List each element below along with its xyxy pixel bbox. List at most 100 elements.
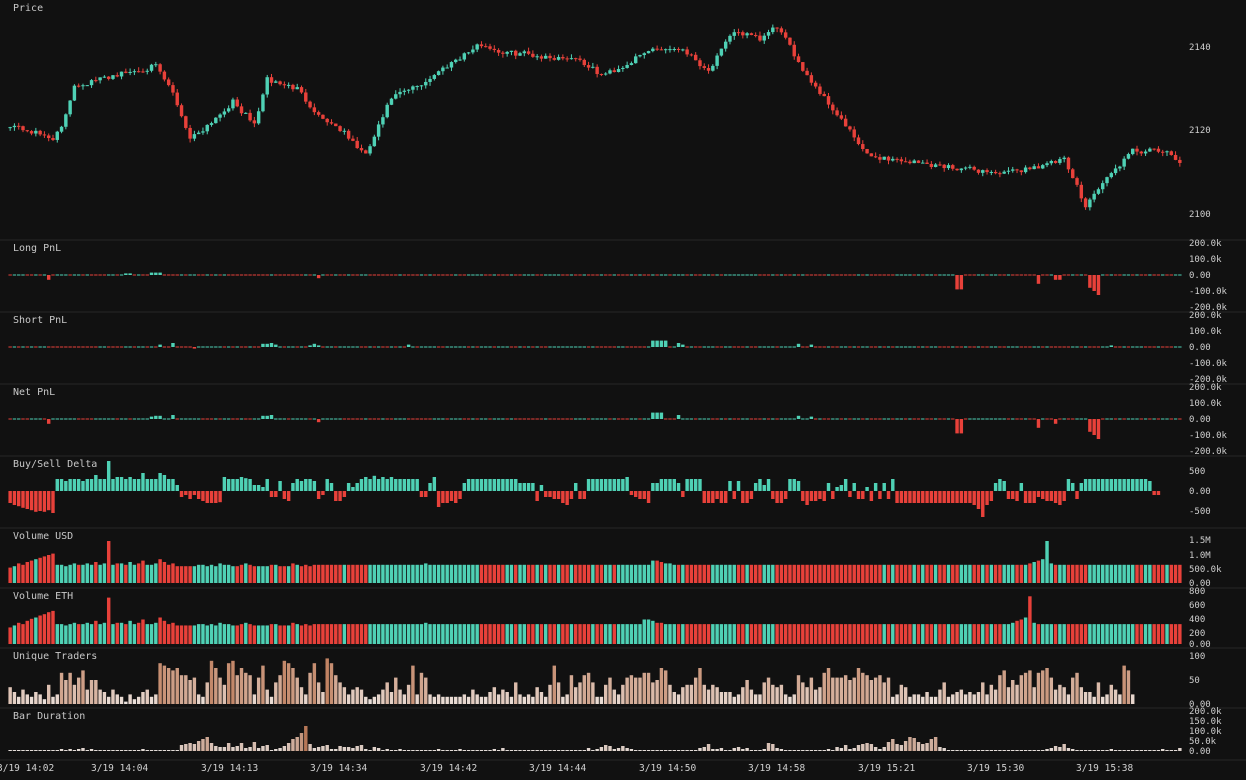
pnl-bar xyxy=(205,274,209,276)
pnl-bar xyxy=(42,346,47,348)
delta-bar xyxy=(886,491,891,499)
pnl-bar xyxy=(252,274,257,276)
traders-bar xyxy=(1131,694,1135,704)
volume-bar xyxy=(526,564,531,583)
duration-bar xyxy=(1071,749,1075,751)
pnl-bar xyxy=(269,274,274,276)
delta-bar xyxy=(514,479,518,491)
delta-bar xyxy=(128,477,132,491)
pnl-bar xyxy=(385,346,389,348)
volume-bar xyxy=(492,564,497,583)
pnl-bar xyxy=(569,346,574,348)
volume-bar xyxy=(291,622,295,644)
volume-bar xyxy=(334,564,338,583)
duration-bar xyxy=(612,749,616,751)
pnl-bar xyxy=(286,418,291,420)
volume-bar xyxy=(364,624,368,644)
traders-bar xyxy=(775,687,779,704)
pnl-bar xyxy=(411,274,415,276)
volume-bar xyxy=(736,624,741,644)
delta-bar xyxy=(728,481,732,491)
delta-bar xyxy=(132,479,137,491)
volume-bar xyxy=(951,564,955,583)
pnl-bar xyxy=(488,346,492,348)
volume-bar xyxy=(64,566,68,583)
pnl-bar xyxy=(214,346,218,348)
traders-bar xyxy=(951,694,955,704)
traders-bar xyxy=(565,694,569,704)
candle-body xyxy=(445,67,449,69)
duration-bar xyxy=(81,748,85,751)
duration-bar xyxy=(531,750,535,751)
traders-bar xyxy=(145,689,149,704)
volume-bar xyxy=(34,559,38,583)
delta-bar xyxy=(672,479,676,491)
pnl-bar xyxy=(826,418,831,420)
pnl-bar xyxy=(1169,274,1174,276)
pnl-bar xyxy=(805,274,809,276)
pnl-bar xyxy=(205,418,209,420)
delta-bar xyxy=(94,475,98,491)
duration-bar xyxy=(64,750,68,751)
candle-body xyxy=(441,67,445,72)
pnl-bar xyxy=(205,346,209,348)
pnl-bar xyxy=(329,346,334,348)
duration-bar xyxy=(861,744,865,751)
volume-bar xyxy=(989,564,994,583)
traders-bar xyxy=(852,677,856,704)
pnl-bar xyxy=(505,346,509,348)
candle-body xyxy=(741,32,745,36)
volume-bar xyxy=(389,564,394,583)
volume-bar xyxy=(796,624,801,644)
delta-bar xyxy=(1053,491,1058,503)
volume-bar xyxy=(556,564,561,583)
volume-bar xyxy=(972,564,976,583)
duration-bar xyxy=(509,750,514,751)
pnl-bar xyxy=(916,274,921,276)
pnl-bar xyxy=(655,340,659,347)
volume-bar xyxy=(128,562,132,583)
pnl-bar xyxy=(843,346,848,348)
pnl-bar xyxy=(291,346,295,348)
pnl-bar xyxy=(959,346,964,348)
candle-body xyxy=(188,127,192,139)
candle-body xyxy=(813,82,818,87)
pnl-bar xyxy=(308,345,312,347)
volume-bar xyxy=(1066,624,1071,644)
volume-bar xyxy=(535,564,539,583)
volume-bar xyxy=(12,625,17,644)
delta-bar xyxy=(76,479,81,491)
volume-bar xyxy=(1079,564,1084,583)
delta-bar xyxy=(46,491,51,511)
candle-body xyxy=(659,49,664,51)
volume-bar xyxy=(822,564,826,583)
delta-bar xyxy=(184,491,188,495)
delta-bar xyxy=(612,479,616,491)
volume-bar xyxy=(406,624,411,644)
delta-bar xyxy=(878,491,882,499)
duration-bar xyxy=(34,750,38,751)
pnl-bar xyxy=(355,274,359,276)
pnl-bar xyxy=(912,346,916,348)
volume-bar xyxy=(612,624,616,644)
pnl-bar xyxy=(209,418,214,420)
candle-body xyxy=(595,66,599,75)
delta-bar xyxy=(706,491,711,503)
volume-bar xyxy=(689,624,694,644)
pnl-bar xyxy=(492,346,497,348)
duration-bar xyxy=(51,750,55,751)
volume-bar xyxy=(762,624,766,644)
traders-bar xyxy=(389,692,394,704)
pnl-bar xyxy=(788,418,792,420)
pnl-bar xyxy=(719,418,724,420)
pnl-bar xyxy=(951,346,955,348)
pnl-bar xyxy=(111,418,115,420)
volume-bar xyxy=(94,620,98,644)
delta-bar xyxy=(689,479,694,491)
traders-bar xyxy=(569,675,574,704)
traders-bar xyxy=(76,677,81,704)
volume-bar xyxy=(188,566,192,583)
volume-bar xyxy=(132,624,137,644)
delta-bar xyxy=(771,491,775,499)
